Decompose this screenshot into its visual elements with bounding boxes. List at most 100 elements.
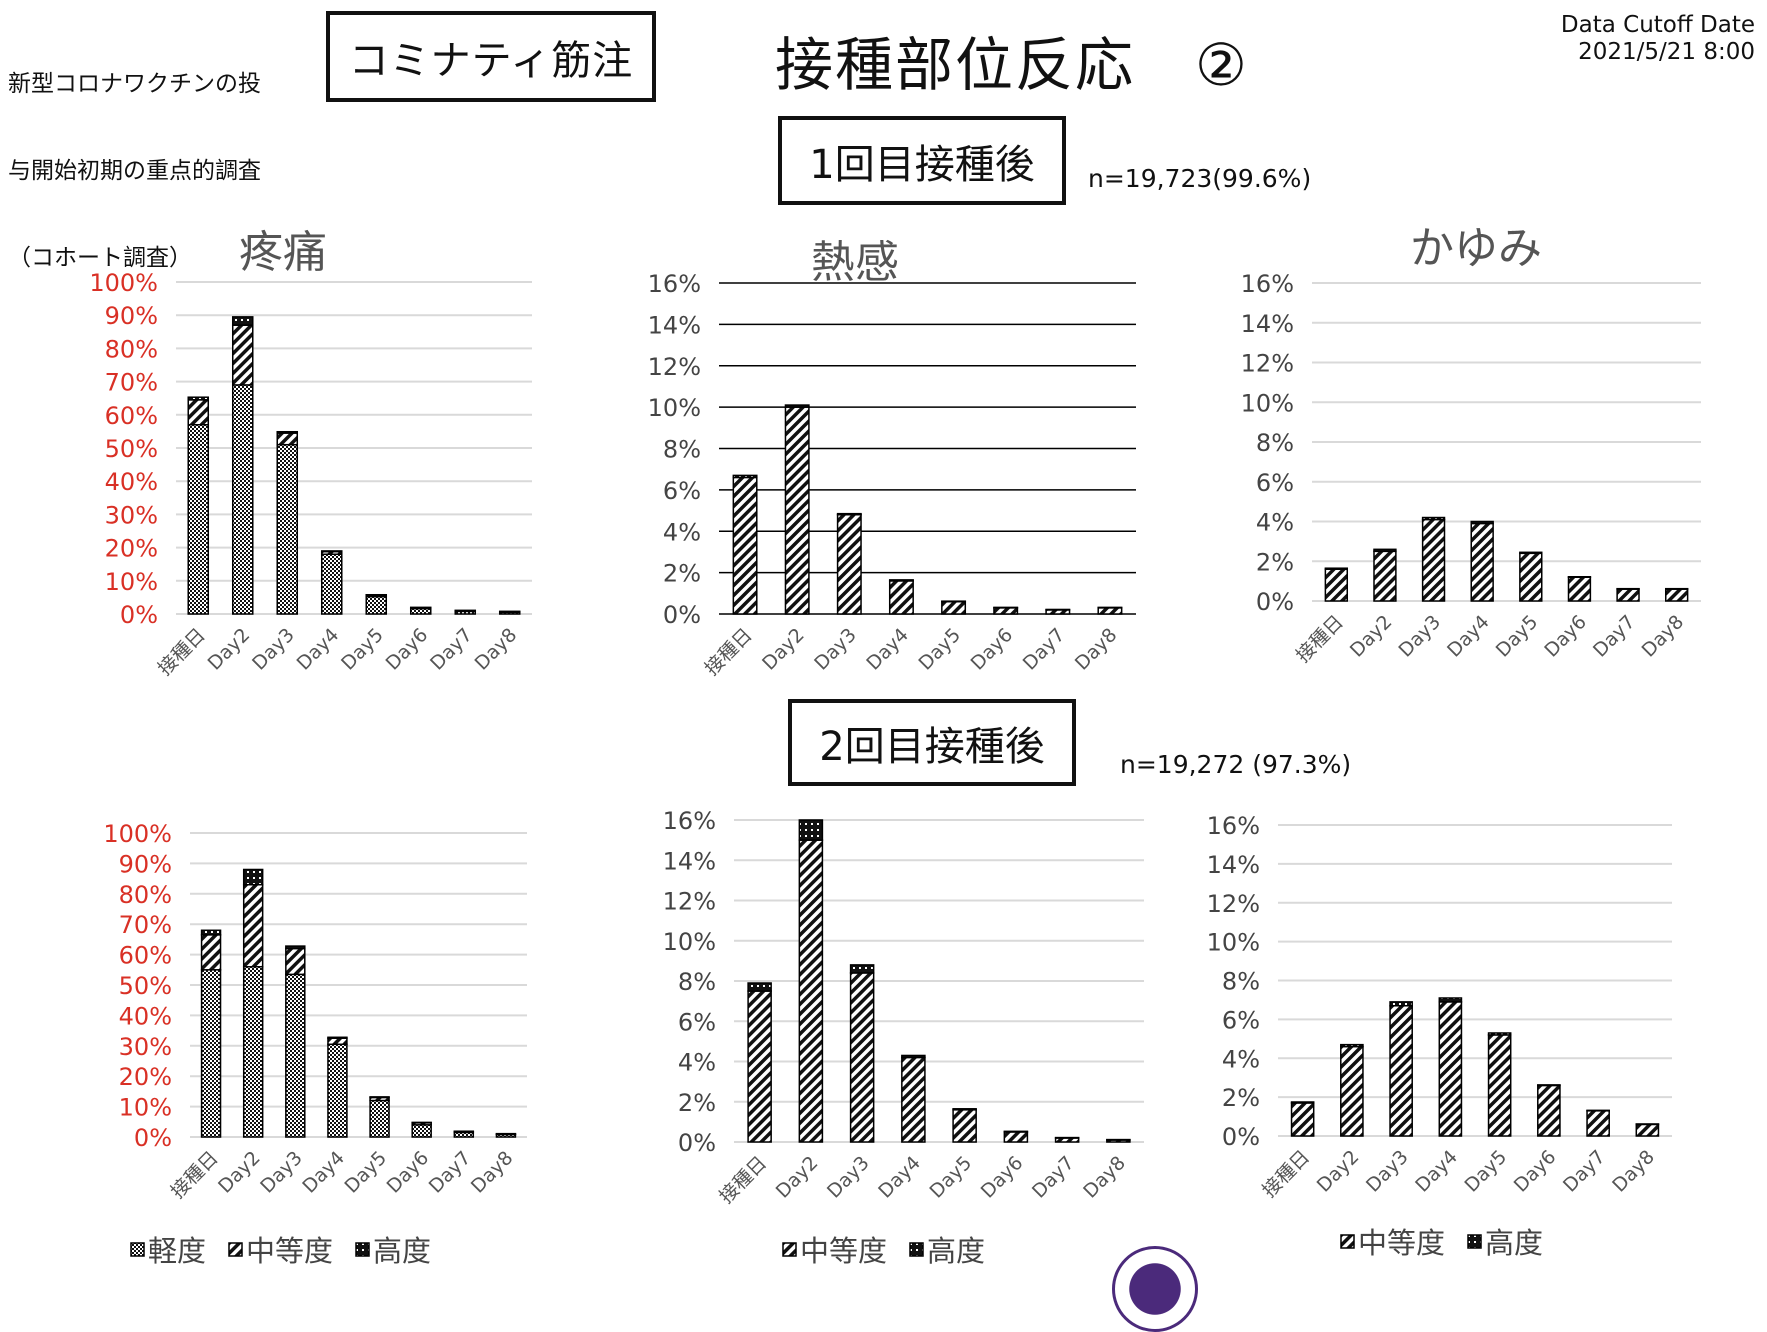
chart-1: 0%2%4%6%8%10%12%14%16%接種日 Day2 Day3 Day4 Day… <box>648 270 1136 680</box>
bar-segment <box>1567 576 1592 579</box>
y-tick-label: 2% <box>663 560 701 588</box>
bar-segment <box>1470 520 1494 525</box>
bar-segment <box>1106 1138 1131 1141</box>
y-tick-label: 0% <box>1256 588 1294 616</box>
bar-segment <box>1389 1001 1413 1007</box>
bar-segment <box>941 600 967 603</box>
bar-segment <box>888 580 914 615</box>
y-tick-label: 10% <box>663 928 716 956</box>
x-tick-label: Day8 <box>467 1147 518 1198</box>
legend-swatch-icon <box>228 1241 243 1257</box>
dose1-sample-size: n=19,723(99.6%) <box>1088 164 1312 193</box>
y-tick-label: 6% <box>678 1008 716 1036</box>
x-tick-label: Day4 <box>1443 611 1494 662</box>
x-tick-label: Day6 <box>1540 611 1591 662</box>
bar-segment <box>498 610 521 613</box>
bar-segment <box>836 512 862 516</box>
bar-segment <box>1045 608 1071 611</box>
x-tick-label: Day8 <box>1071 624 1122 675</box>
x-tick-label: Day8 <box>1608 1146 1659 1197</box>
y-tick-label: 12% <box>1241 350 1294 378</box>
bar-segment <box>454 609 477 612</box>
bar-segment <box>231 316 254 326</box>
legend-swatch-icon <box>1340 1233 1355 1249</box>
legend-item: 中等度 <box>228 1228 333 1270</box>
y-tick-label: 90% <box>105 302 158 330</box>
charts-canvas: 0%10%20%30%40%50%60%70%80%90%100%接種日Day2… <box>89 269 1701 1208</box>
x-tick-label: Day5 <box>1492 611 1543 662</box>
y-tick-label: 2% <box>678 1089 716 1117</box>
bar-segment <box>952 1109 977 1143</box>
y-tick-label: 40% <box>105 468 158 496</box>
y-tick-label: 16% <box>1241 270 1294 298</box>
bar-segment <box>242 966 264 1138</box>
y-tick-label: 8% <box>1222 968 1260 996</box>
bar-segment <box>285 947 306 976</box>
y-tick-label: 0% <box>678 1129 716 1157</box>
bar-segment <box>1290 1101 1315 1104</box>
y-tick-label: 4% <box>1256 509 1294 537</box>
bar-segment <box>276 430 299 434</box>
bar-segment <box>1438 997 1463 1003</box>
y-tick-label: 16% <box>663 807 716 835</box>
x-tick-label: Day7 <box>1028 1152 1079 1203</box>
chart-4: 0%2%4%6%8%10%12%14%16%接種日 Day2 Day3 Day4 Day… <box>663 807 1144 1208</box>
legend-swatch-icon <box>130 1241 145 1257</box>
bar-segment <box>1487 1034 1512 1137</box>
legend-item: 中等度 <box>782 1228 887 1270</box>
y-tick-label: 80% <box>119 881 172 909</box>
x-tick-label: Day4 <box>293 624 344 675</box>
bar-segment <box>849 972 875 1143</box>
y-tick-label: 70% <box>119 911 172 939</box>
bar-segment <box>411 1121 432 1124</box>
legend-item: 高度 <box>1467 1220 1543 1262</box>
bar-segment <box>1664 588 1689 602</box>
legend-label: 中等度 <box>800 1234 888 1268</box>
x-tick-label: Day5 <box>337 624 388 675</box>
x-tick-label: Day3 <box>810 624 861 675</box>
x-tick-label: Day4 <box>1411 1146 1462 1197</box>
y-tick-label: 100% <box>89 269 158 297</box>
bar-segment <box>231 384 254 615</box>
chart-title-heat: 熱感 <box>811 237 899 288</box>
bar-segment <box>952 1108 977 1111</box>
dose1-label: 1回目接種後 <box>809 141 1035 188</box>
x-tick-label: Day2 <box>204 624 255 675</box>
bar-segment <box>993 606 1019 609</box>
x-tick-label: Day4 <box>298 1147 349 1198</box>
bar-segment <box>1097 606 1123 609</box>
bar-segment <box>798 839 824 1143</box>
y-tick-label: 2% <box>1256 548 1294 576</box>
bar-segment <box>369 1099 390 1138</box>
legend-heat: 中等度 高度 <box>782 1228 999 1270</box>
dose2-sample-size: n=19,272 (97.3%) <box>1120 750 1352 779</box>
bar-segment <box>320 550 343 553</box>
y-tick-label: 2% <box>1222 1084 1260 1112</box>
bar-segment <box>1470 522 1494 602</box>
y-tick-label: 6% <box>1256 469 1294 497</box>
x-tick-label: 接種日 <box>701 624 757 680</box>
bar-segment <box>1340 1045 1364 1137</box>
x-tick-label: Day7 <box>1559 1146 1610 1197</box>
legend-swatch-icon <box>355 1241 370 1257</box>
bar-segment <box>411 1124 432 1138</box>
y-tick-label: 100% <box>103 820 172 848</box>
x-tick-label: Day4 <box>862 624 913 675</box>
chart-title-pain: 疼痛 <box>239 227 327 278</box>
bar-segment <box>1635 1123 1660 1137</box>
bar-segment <box>1664 587 1689 590</box>
x-tick-label: Day6 <box>382 624 433 675</box>
y-tick-label: 70% <box>105 369 158 397</box>
bar-segment <box>200 929 222 936</box>
x-tick-label: Day2 <box>772 1152 823 1203</box>
y-tick-label: 14% <box>1207 851 1260 879</box>
bar-segment <box>784 406 810 615</box>
x-tick-label: 接種日 <box>167 1147 223 1203</box>
bar-segment <box>836 513 862 615</box>
y-tick-label: 0% <box>134 1124 172 1152</box>
bar-segment <box>901 1054 926 1059</box>
chart-5: 0%2%4%6%8%10%12%14%16%接種日Day2Day3Day4Day… <box>1207 812 1672 1202</box>
bar-segment <box>747 990 772 1143</box>
cutoff-info: Data Cutoff Date 2021/5/21 8:00 <box>1561 12 1755 66</box>
bar-segment <box>1586 1109 1610 1137</box>
